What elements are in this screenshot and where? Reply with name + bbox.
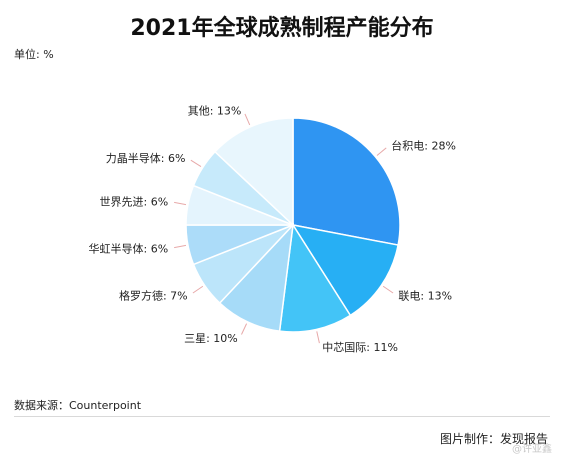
- pie-slice-0: [292, 117, 401, 246]
- slice-label-2: 中芯国际: 11%: [322, 340, 398, 354]
- pie-chart: 台积电: 28% 联电: 13% 中芯国际: 11% 三星: 10% 格罗方德: 7% 华…: [89, 104, 456, 354]
- slice-label-1: 联电: 13%: [398, 289, 452, 302]
- data-source: 数据来源：Counterpoint: [14, 399, 142, 412]
- pie-slice-2: [278, 222, 352, 333]
- leader-line-0: [376, 147, 387, 156]
- leader-line-6: [174, 201, 187, 206]
- leader-line-8: [244, 113, 251, 126]
- slice-label-5: 华虹半导体: 6%: [89, 241, 169, 255]
- slice-label-4: 格罗方德: 7%: [119, 288, 188, 302]
- footer-divider: [14, 416, 550, 417]
- leader-line-2: [316, 331, 320, 344]
- leader-line-3: [241, 323, 248, 335]
- unit-label: 单位: %: [14, 48, 54, 61]
- leader-line-1: [382, 285, 394, 294]
- pie-slice-1: [291, 223, 399, 317]
- image-credit: 图片制作：发现报告: [439, 432, 548, 446]
- slice-label-3: 三星: 10%: [184, 332, 238, 345]
- leader-line-7: [190, 159, 202, 168]
- pie-slice-8: [213, 117, 294, 227]
- slice-label-7: 力晶半导体: 6%: [106, 151, 186, 165]
- slice-label-6: 世界先进: 6%: [100, 196, 169, 209]
- slice-label-0: 台积电: 28%: [391, 138, 456, 152]
- chart-title: 2021年全球成熟制程产能分布: [130, 16, 434, 41]
- watermark: @许亚鑫: [512, 444, 552, 455]
- leader-line-4: [192, 285, 204, 294]
- leader-line-5: [174, 244, 187, 249]
- slice-label-8: 其他: 13%: [188, 104, 242, 117]
